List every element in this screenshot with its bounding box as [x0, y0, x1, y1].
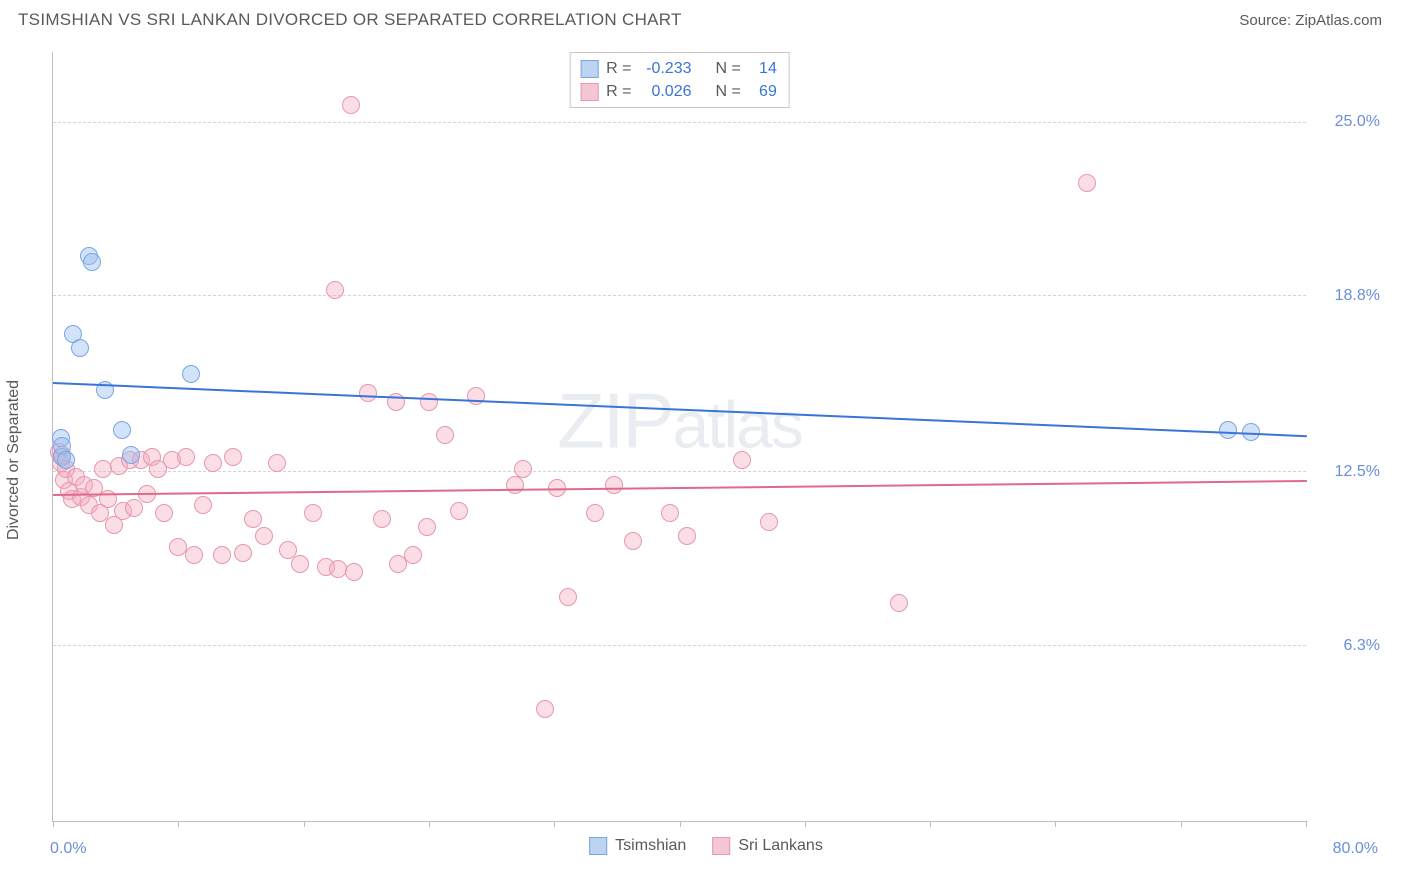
- gridline: [53, 645, 1306, 646]
- trend-line: [53, 480, 1307, 496]
- y-axis-label: Divorced or Separated: [5, 380, 23, 540]
- chart-header: TSIMSHIAN VS SRI LANKAN DIVORCED OR SEPA…: [0, 0, 1406, 36]
- data-point: [113, 421, 131, 439]
- chart-source: Source: ZipAtlas.com: [1239, 12, 1382, 29]
- legend-series: Tsimshian Sri Lankans: [589, 837, 823, 855]
- x-tick: [1306, 821, 1307, 827]
- watermark: ZIPatlas: [557, 376, 802, 467]
- x-axis-max-label: 80.0%: [1333, 840, 1378, 858]
- gridline: [53, 471, 1306, 472]
- data-point: [536, 700, 554, 718]
- data-point: [185, 546, 203, 564]
- data-point: [586, 504, 604, 522]
- data-point: [204, 454, 222, 472]
- y-tick-label: 6.3%: [1344, 637, 1380, 655]
- x-tick: [930, 821, 931, 827]
- data-point: [605, 476, 623, 494]
- data-point: [559, 588, 577, 606]
- x-tick: [429, 821, 430, 827]
- legend-stats-row: R = 0.026 N = 69: [580, 80, 777, 103]
- n-value-tsimshian: 14: [749, 57, 777, 80]
- data-point: [661, 504, 679, 522]
- legend-swatch-tsimshian: [580, 60, 598, 78]
- data-point: [359, 384, 377, 402]
- data-point: [345, 563, 363, 581]
- x-tick: [554, 821, 555, 827]
- data-point: [404, 546, 422, 564]
- data-point: [890, 594, 908, 612]
- y-tick-label: 12.5%: [1335, 463, 1380, 481]
- data-point: [268, 454, 286, 472]
- x-tick: [178, 821, 179, 827]
- x-tick: [680, 821, 681, 827]
- trend-line: [53, 382, 1307, 437]
- data-point: [418, 518, 436, 536]
- data-point: [373, 510, 391, 528]
- data-point: [213, 546, 231, 564]
- gridline: [53, 295, 1306, 296]
- legend-swatch-icon: [712, 837, 730, 855]
- data-point: [155, 504, 173, 522]
- gridline: [53, 122, 1306, 123]
- data-point: [624, 532, 642, 550]
- data-point: [71, 339, 89, 357]
- x-tick: [304, 821, 305, 827]
- data-point: [83, 253, 101, 271]
- data-point: [1078, 174, 1096, 192]
- plot-region: ZIPatlas R = -0.233 N = 14 R = 0.026 N =…: [52, 52, 1306, 822]
- data-point: [436, 426, 454, 444]
- y-tick-label: 25.0%: [1335, 113, 1380, 131]
- x-tick: [1181, 821, 1182, 827]
- data-point: [304, 504, 322, 522]
- data-point: [125, 499, 143, 517]
- data-point: [194, 496, 212, 514]
- legend-item-srilankans: Sri Lankans: [712, 837, 823, 855]
- data-point: [450, 502, 468, 520]
- y-tick-label: 18.8%: [1335, 287, 1380, 305]
- data-point: [1219, 421, 1237, 439]
- data-point: [234, 544, 252, 562]
- data-point: [678, 527, 696, 545]
- data-point: [420, 393, 438, 411]
- chart-area: Divorced or Separated ZIPatlas R = -0.23…: [18, 44, 1394, 876]
- legend-stats-row: R = -0.233 N = 14: [580, 57, 777, 80]
- data-point: [326, 281, 344, 299]
- data-point: [291, 555, 309, 573]
- data-point: [122, 446, 140, 464]
- data-point: [182, 365, 200, 383]
- n-value-srilankans: 69: [749, 80, 777, 103]
- legend-stats: R = -0.233 N = 14 R = 0.026 N = 69: [569, 52, 790, 108]
- x-tick: [53, 821, 54, 827]
- x-tick: [1055, 821, 1056, 827]
- data-point: [342, 96, 360, 114]
- data-point: [760, 513, 778, 531]
- legend-item-tsimshian: Tsimshian: [589, 837, 686, 855]
- data-point: [57, 451, 75, 469]
- source-link[interactable]: ZipAtlas.com: [1295, 12, 1382, 29]
- data-point: [506, 476, 524, 494]
- data-point: [244, 510, 262, 528]
- data-point: [387, 393, 405, 411]
- data-point: [177, 448, 195, 466]
- r-value-srilankans: 0.026: [640, 80, 692, 103]
- r-value-tsimshian: -0.233: [640, 57, 692, 80]
- data-point: [255, 527, 273, 545]
- legend-swatch-icon: [589, 837, 607, 855]
- legend-swatch-srilankans: [580, 83, 598, 101]
- data-point: [733, 451, 751, 469]
- chart-title: TSIMSHIAN VS SRI LANKAN DIVORCED OR SEPA…: [18, 10, 682, 30]
- data-point: [224, 448, 242, 466]
- x-tick: [805, 821, 806, 827]
- data-point: [514, 460, 532, 478]
- x-axis-min-label: 0.0%: [50, 840, 86, 858]
